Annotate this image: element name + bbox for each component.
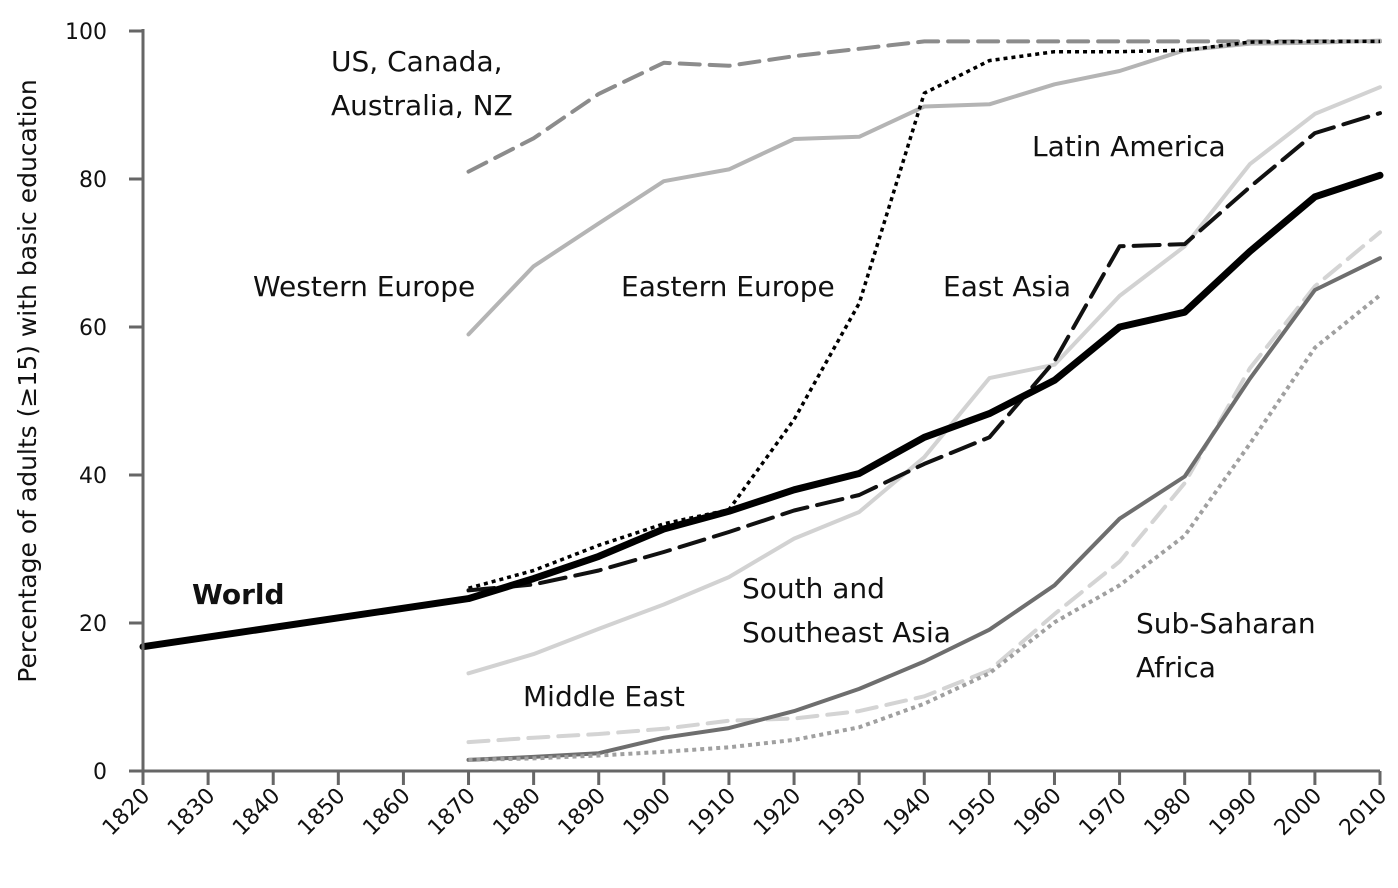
series-label-ea: East Asia (943, 270, 1071, 303)
series-line-eastern-europe (468, 39, 1380, 590)
x-tick-label: 1930 (814, 784, 871, 841)
x-tick-label: 1820 (98, 784, 155, 841)
series-label-sa: South and Southeast Asia (742, 572, 951, 649)
x-tick-label: 2010 (1335, 784, 1392, 841)
x-tick-label: 1880 (489, 784, 546, 841)
x-tick-label: 1830 (163, 784, 220, 841)
x-tick-label: 2000 (1270, 784, 1327, 841)
x-tick-label: 1990 (1205, 784, 1262, 841)
series-label-ssa: Sub-Saharan Africa (1136, 607, 1316, 684)
y-tick-label: 60 (79, 316, 107, 341)
x-tick-label: 1920 (749, 784, 806, 841)
series-line-east-asia (466, 111, 1382, 593)
y-tick-label: 40 (79, 464, 107, 489)
x-tick-label: 1890 (554, 784, 611, 841)
x-tick-label: 1840 (228, 784, 285, 841)
y-tick-label: 100 (65, 20, 107, 45)
y-tick-label: 20 (79, 612, 107, 637)
x-tick-label: 1860 (358, 784, 415, 841)
series-lines (139, 38, 1384, 762)
series-label-la: Latin America (1032, 130, 1226, 163)
series-line-latin-america (466, 85, 1382, 676)
x-tick-label: 1960 (1009, 784, 1066, 841)
x-tick-label: 1900 (619, 784, 676, 841)
series-label-us: US, Canada, Australia, NZ (331, 45, 513, 122)
x-tick-label: 1910 (684, 784, 741, 841)
series-line-south-and-southeast-asia (466, 256, 1382, 762)
x-tick-label: 1970 (1075, 784, 1132, 841)
y-tick-label: 80 (79, 168, 107, 193)
x-tick-label: 1950 (944, 784, 1001, 841)
y-tick-label: 0 (93, 760, 107, 785)
x-tick-label: 1980 (1140, 784, 1197, 841)
series-line-sub-saharan-africa (468, 293, 1382, 762)
series-line-us-canada-australia-nz (466, 39, 1382, 174)
series-label-we: Western Europe (253, 270, 475, 303)
series-label-world: World (192, 578, 285, 611)
series-line-world (139, 171, 1384, 651)
x-tick-label: 1870 (423, 784, 480, 841)
series-label-ee: Eastern Europe (621, 270, 835, 303)
y-axis-label: Percentage of adults (≥15) with basic ed… (13, 79, 42, 682)
x-tick-label: 1940 (879, 784, 936, 841)
series-line-middle-east (466, 230, 1382, 745)
series-line-western-europe (466, 38, 1382, 337)
series-label-me: Middle East (523, 680, 685, 713)
x-tick-label: 1850 (293, 784, 350, 841)
series-labels: US, Canada, Australia, NZ Western Europe Ea… (192, 45, 1316, 713)
